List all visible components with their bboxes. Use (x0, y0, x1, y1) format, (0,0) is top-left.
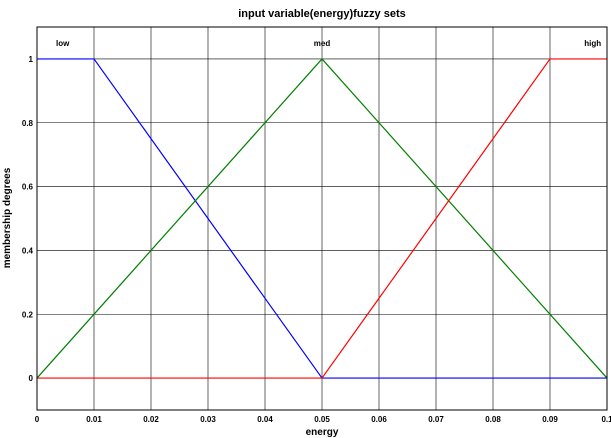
y-tick-label: 0 (29, 374, 34, 383)
y-tick-label: 0.6 (22, 183, 34, 192)
x-tick-label: 0.09 (542, 415, 558, 424)
y-axis-label: membership degrees (2, 167, 13, 268)
x-tick-labels: 0 0.01 0.02 0.03 0.04 0.05 0.06 0.07 0.08 0.09 0.1 (35, 415, 611, 424)
set-labels: low med high (56, 39, 601, 48)
x-tick-label: 0.05 (314, 415, 330, 424)
x-tick-label: 0.08 (485, 415, 501, 424)
x-tick-label: 0.1 (601, 415, 611, 424)
set-label-med: med (314, 39, 331, 48)
x-tick-label: 0.06 (371, 415, 387, 424)
x-tick-label: 0 (35, 415, 40, 424)
set-label-low: low (56, 39, 70, 48)
x-tick-label: 0.04 (257, 415, 273, 424)
x-tick-label: 0.07 (428, 415, 444, 424)
y-tick-labels: 0 0.2 0.4 0.6 0.8 1 (22, 55, 34, 383)
y-tick-label: 0.2 (22, 310, 34, 319)
x-tick-label: 0.01 (86, 415, 102, 424)
plot-frame (36, 26, 608, 411)
set-label-high: high (584, 39, 601, 48)
y-tick-label: 0.8 (22, 119, 34, 128)
series-line-high (37, 58, 607, 379)
chart-title: input variable(energy)fuzzy sets (238, 8, 406, 20)
series-line-med (36, 58, 608, 379)
series-line-low (37, 58, 607, 379)
x-axis-label: energy (306, 427, 339, 438)
y-tick-label: 0.4 (22, 246, 34, 255)
x-tick-label: 0.02 (143, 415, 159, 424)
series-lines (36, 58, 608, 379)
x-tick-label: 0.03 (200, 415, 216, 424)
y-tick-label: 1 (29, 55, 34, 64)
